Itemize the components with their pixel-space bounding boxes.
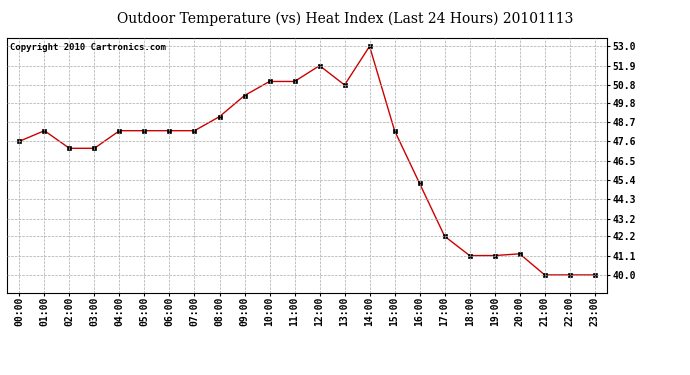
Text: Outdoor Temperature (vs) Heat Index (Last 24 Hours) 20101113: Outdoor Temperature (vs) Heat Index (Las… — [117, 11, 573, 26]
Text: Copyright 2010 Cartronics.com: Copyright 2010 Cartronics.com — [10, 43, 166, 52]
